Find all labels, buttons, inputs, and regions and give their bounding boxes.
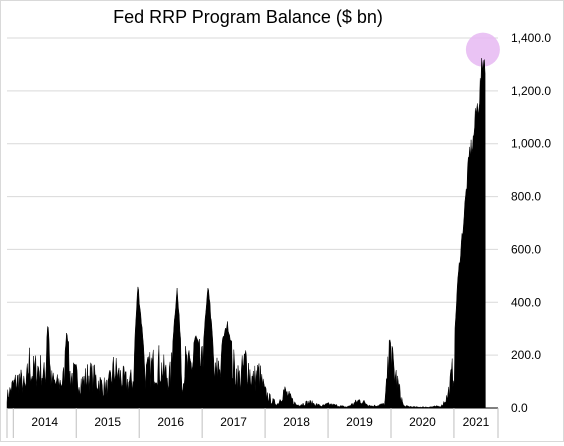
x-tick-label: 2017 — [220, 415, 247, 429]
y-tick-label: 200.0 — [511, 348, 541, 362]
y-axis: 0.0 200.0 400.0 600.0 800.0 1,000.0 1,200.0 1,4… — [511, 31, 551, 415]
grid-lines — [7, 37, 498, 356]
x-tick-label: 2014 — [31, 415, 58, 429]
x-tick-label: 2021 — [463, 415, 490, 429]
x-tick-label: 2019 — [346, 415, 373, 429]
y-tick-label: 600.0 — [511, 242, 541, 256]
y-tick-label: 1,000.0 — [511, 137, 551, 151]
peak-highlight-circle — [465, 32, 500, 67]
y-tick-label: 800.0 — [511, 190, 541, 204]
x-tick-label: 2018 — [283, 415, 310, 429]
y-tick-label: 1,200.0 — [511, 84, 551, 98]
peak-highlight — [465, 32, 500, 67]
x-tick-label: 2020 — [409, 415, 436, 429]
series-layer — [6, 58, 486, 409]
series-rrp-balance — [6, 58, 486, 409]
x-tick-label: 2016 — [157, 415, 184, 429]
y-tick-label: 1,400.0 — [511, 31, 551, 45]
x-tick-label: 2015 — [94, 415, 121, 429]
x-axis: 2014 2015 2016 2017 2018 2019 2020 2021 — [6, 407, 499, 438]
y-tick-label: 0.0 — [511, 401, 528, 415]
chart-title: Fed RRP Program Balance ($ bn) — [113, 7, 383, 27]
y-tick-label: 400.0 — [511, 295, 541, 309]
